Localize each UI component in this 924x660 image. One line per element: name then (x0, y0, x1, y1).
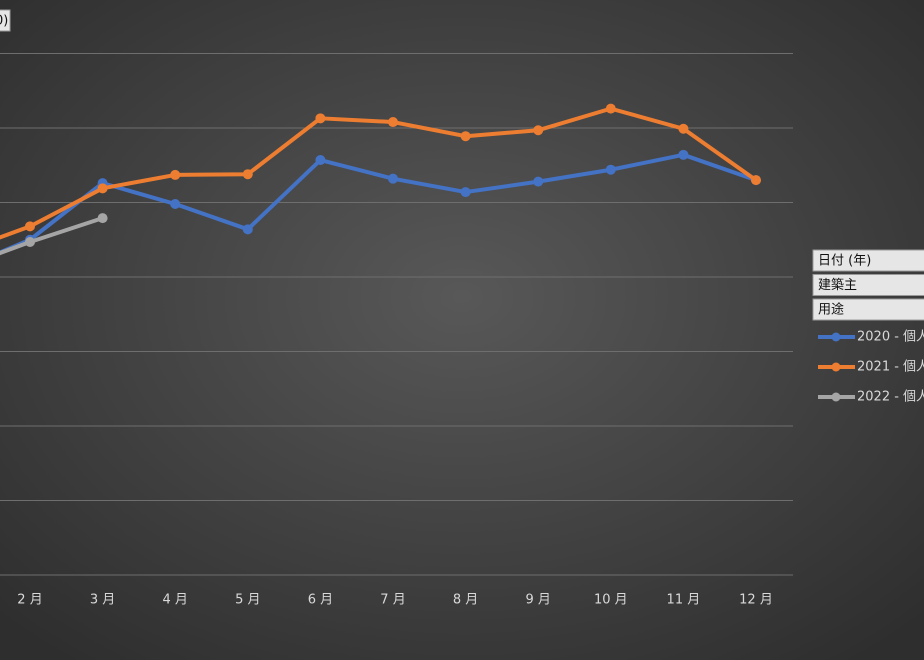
data-point (533, 176, 544, 187)
button-box (0, 9, 11, 32)
legend-entry[interactable]: 2021 - 個人 (818, 360, 924, 375)
data-point (678, 149, 689, 160)
field-button[interactable]: 建築主 (812, 274, 924, 296)
data-point (460, 131, 471, 142)
data-point (170, 198, 181, 209)
legend-label: 2020 - 個人 (857, 330, 924, 345)
button-box (812, 274, 924, 296)
legend-entry[interactable]: 2022 - 個人 (818, 390, 924, 405)
x-tick-label: 6 月 (308, 593, 333, 608)
data-point (25, 236, 35, 247)
legend-label: 2021 - 個人 (857, 360, 924, 375)
x-tick-label: 9 月 (525, 593, 550, 608)
x-tick-label: 2 月 (17, 593, 42, 608)
button-label: 用途 (818, 302, 844, 318)
button-box (812, 298, 924, 321)
data-point (460, 187, 471, 198)
legend-label: 2022 - 個人 (857, 390, 924, 405)
x-tick-label: 8 月 (453, 593, 478, 608)
value-field-button[interactable]: 0) (0, 9, 11, 32)
field-button[interactable]: 用途 (812, 298, 924, 321)
data-point (242, 224, 253, 235)
data-point (751, 175, 761, 186)
legend-marker (831, 332, 841, 342)
data-point (315, 113, 326, 124)
x-tick-label: 12 月 (739, 593, 773, 608)
x-tick-label: 11 月 (667, 593, 701, 608)
button-box (812, 249, 924, 272)
x-tick-label: 7 月 (380, 593, 405, 608)
x-tick-label: 3 月 (90, 593, 115, 608)
x-tick-label: 5 月 (235, 593, 260, 608)
legend-entry[interactable]: 2020 - 個人 (818, 330, 924, 345)
field-button[interactable]: 日付 (年) (812, 249, 924, 272)
data-point (605, 164, 616, 175)
legend-marker (831, 392, 841, 402)
data-point (605, 103, 616, 114)
button-label: 建築主 (818, 278, 857, 293)
data-point (170, 169, 181, 180)
data-point (678, 123, 689, 134)
legend-marker (831, 362, 841, 372)
x-tick-label: 4 月 (162, 593, 187, 608)
button-label: 日付 (年) (818, 254, 871, 269)
button-label: 0) (0, 14, 8, 29)
data-point (242, 169, 253, 180)
data-point (97, 213, 108, 224)
data-point (97, 183, 108, 194)
data-point (533, 125, 544, 136)
data-point (388, 173, 398, 184)
series-line (0, 106, 758, 240)
x-tick-label: 10 月 (594, 593, 628, 608)
data-point (315, 155, 326, 166)
data-point (25, 221, 35, 232)
data-point (388, 117, 398, 128)
